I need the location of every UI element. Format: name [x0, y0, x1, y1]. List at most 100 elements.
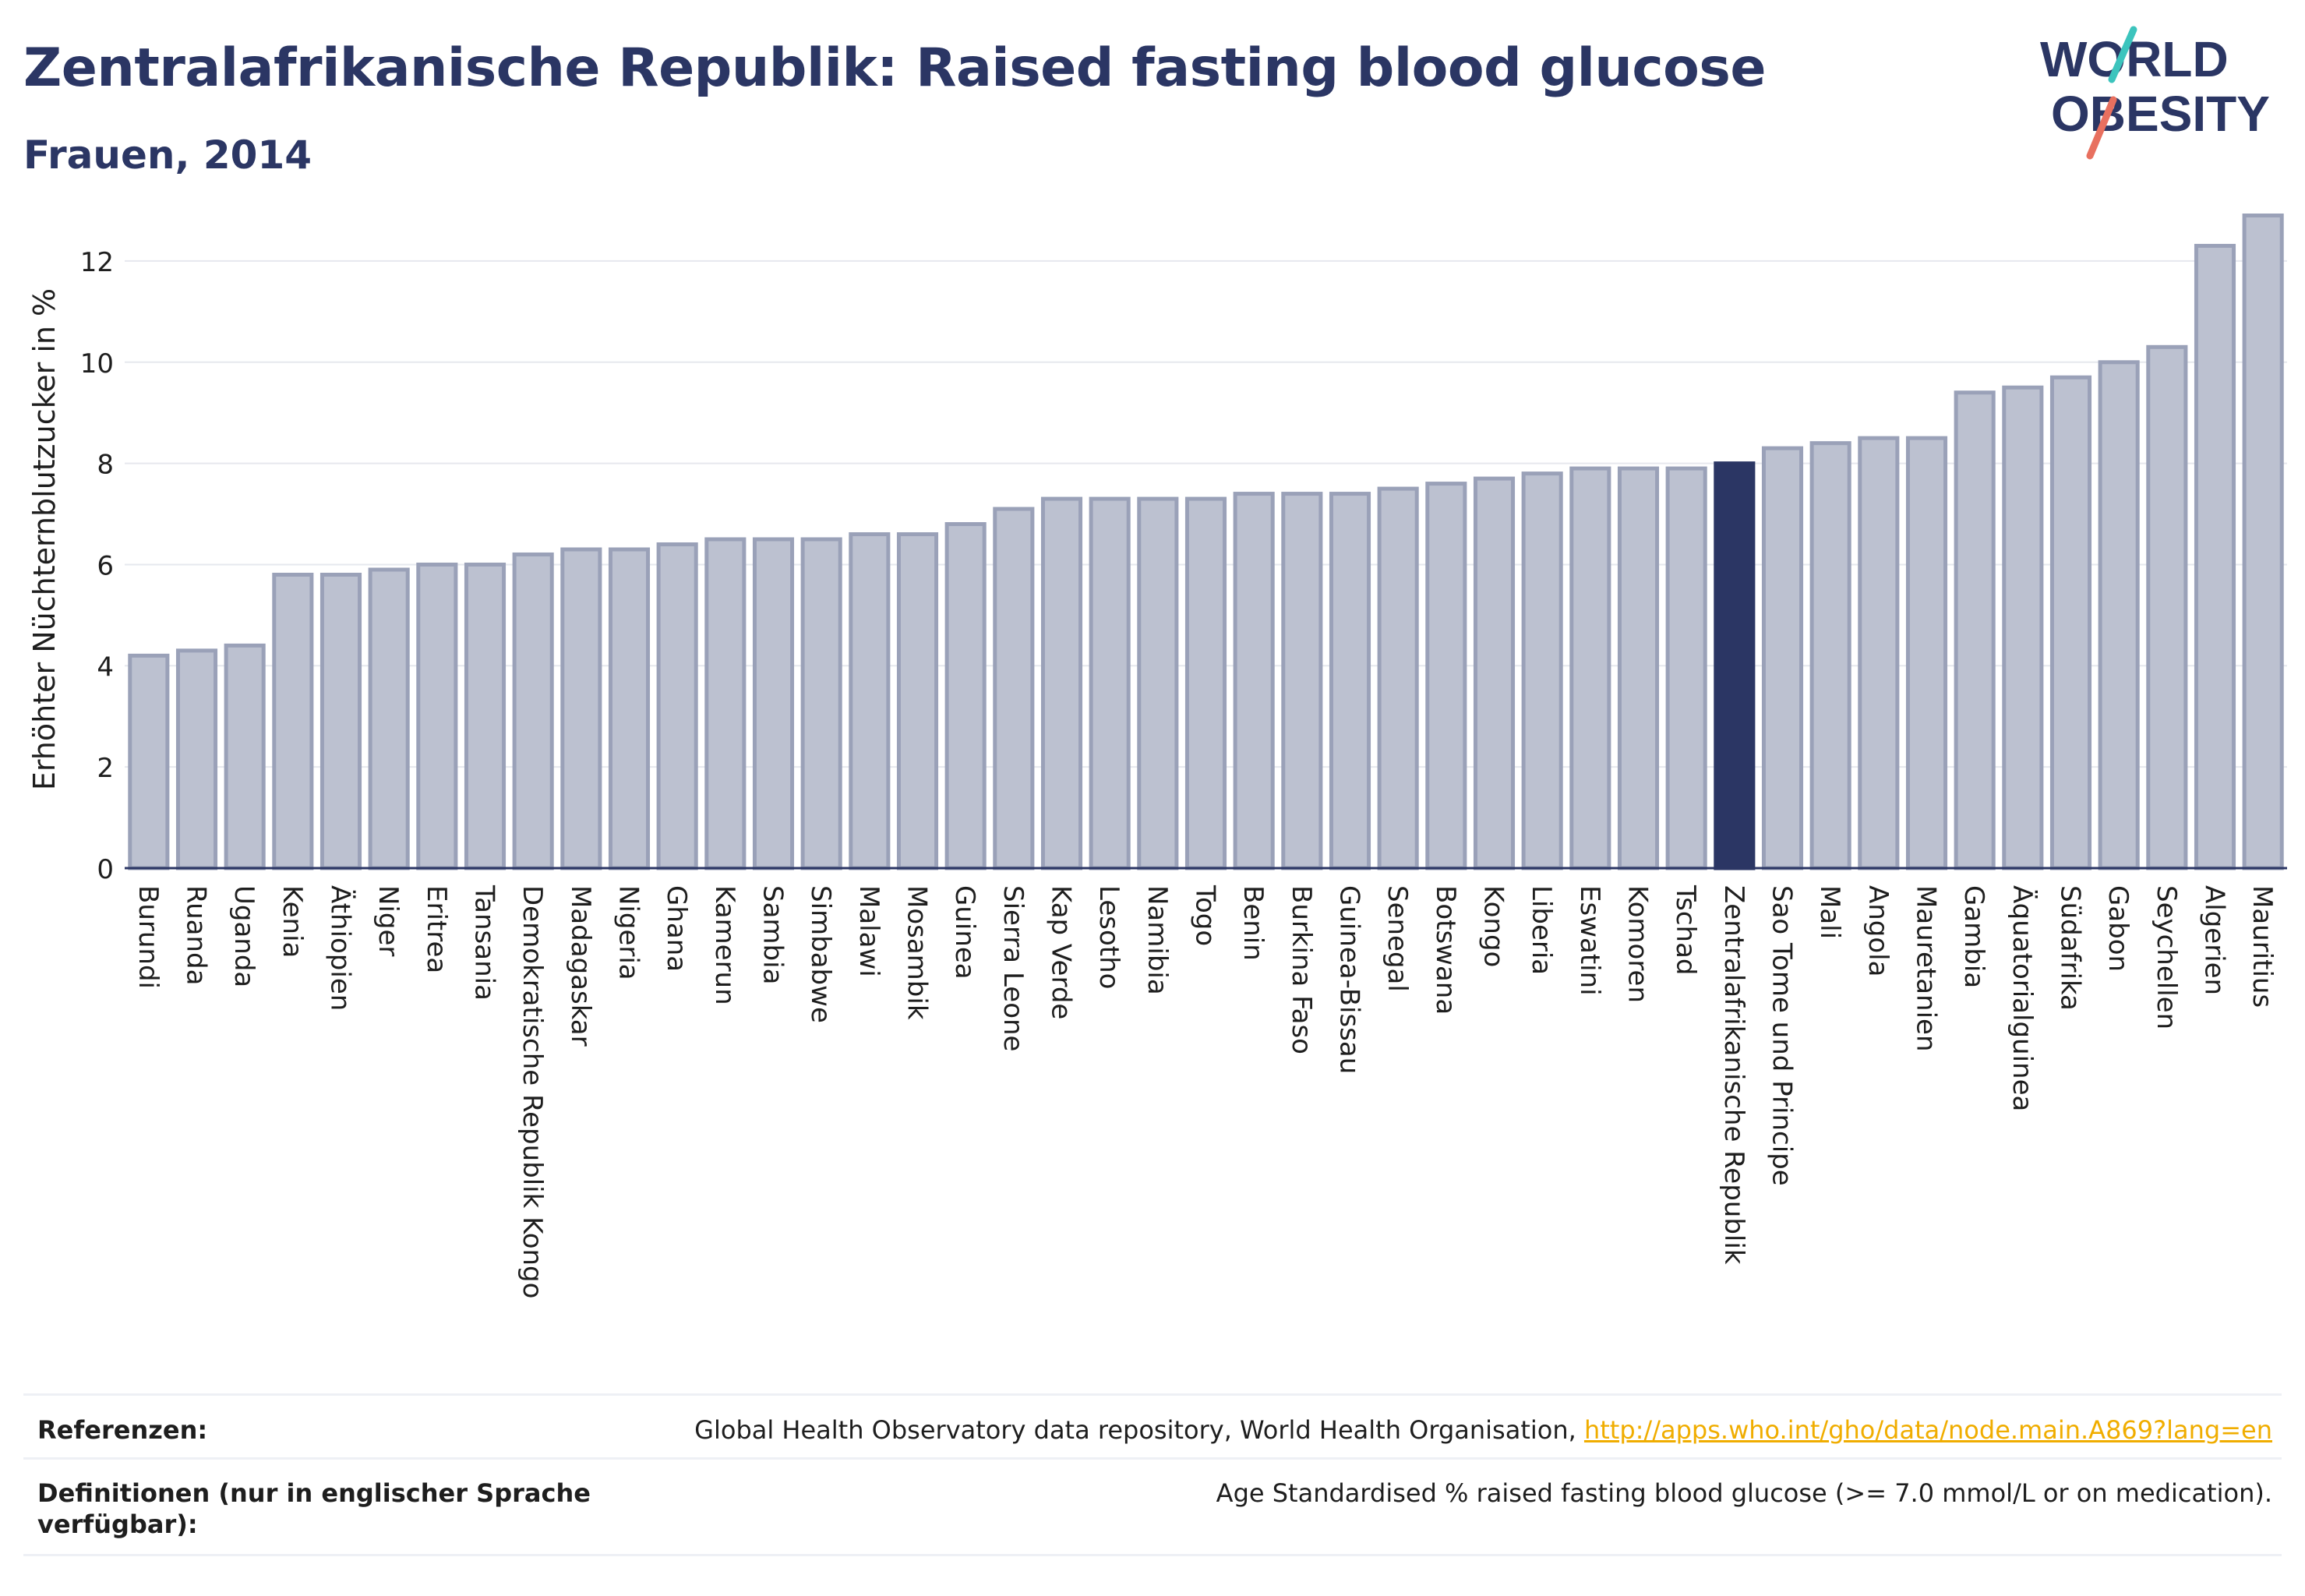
divider-bottom: [23, 1554, 2282, 1556]
x-tick-label: Eswatini: [1574, 885, 1605, 996]
x-tick-label: Kenia: [277, 885, 308, 958]
divider-middle: [23, 1457, 2282, 1460]
divider-top: [23, 1393, 2282, 1396]
x-tick-label: Liberia: [1526, 885, 1557, 975]
bar: [944, 522, 987, 870]
bar: [224, 643, 266, 870]
bar: [1233, 492, 1275, 870]
x-tick-label: Togo: [1190, 885, 1221, 946]
bar: [368, 567, 410, 870]
y-tick-label: 2: [97, 753, 114, 784]
logo-word-obesity: OBESITY: [2051, 86, 2270, 142]
logo-word-world: WORLD: [2040, 31, 2229, 87]
bar: [800, 537, 842, 870]
x-tick-label: Namibia: [1142, 885, 1173, 995]
definitions-label-line2: verfügbar):: [37, 1509, 198, 1539]
logo-slash-teal: [2108, 26, 2137, 83]
x-tick-label: Mosambik: [902, 885, 933, 1020]
references-label: Referenzen:: [37, 1415, 208, 1445]
bar: [608, 547, 651, 870]
y-axis-label: Erhöhter Nüchternblutzucker in %: [27, 288, 62, 790]
bar: [1569, 466, 1611, 870]
bar: [175, 648, 218, 870]
bar: [1617, 466, 1660, 870]
bar: [1329, 492, 1371, 870]
y-tick-label: 4: [97, 651, 114, 683]
x-tick-label: Madagaskar: [565, 885, 596, 1047]
bar: [272, 572, 314, 870]
x-tick-label: Ruanda: [181, 885, 212, 985]
bar: [704, 537, 747, 870]
definitions-label: Definitionen (nur in englischer Sprache v…: [37, 1478, 591, 1540]
y-tick-label: 12: [80, 247, 114, 278]
x-tick-label: Benin: [1237, 885, 1269, 961]
bar: [1473, 476, 1516, 870]
y-tick-label: 8: [97, 450, 114, 481]
x-tick-label: Seychellen: [2151, 885, 2182, 1029]
x-tick-label: Guinea-Bissau: [1334, 885, 1365, 1074]
bar: [1137, 496, 1179, 870]
definitions-label-line1: Definitionen (nur in englischer Sprache: [37, 1478, 591, 1508]
x-tick-label: Demokratische Republik Kongo: [517, 885, 548, 1298]
bar: [464, 562, 507, 870]
bars: [128, 213, 2284, 870]
bar: [319, 572, 362, 870]
bar: [1184, 496, 1227, 870]
bar: [1809, 441, 1851, 870]
x-tick-label: Uganda: [228, 885, 259, 987]
y-tick-label: 6: [97, 550, 114, 581]
definitions-text: Age Standardised % raised fasting blood …: [1216, 1478, 2272, 1508]
bar: [512, 552, 554, 870]
bar: [2098, 360, 2140, 870]
bar: [1089, 496, 1131, 870]
y-tick-labels: 0 2 4 6 8 10 12: [80, 247, 114, 885]
x-tick-label: Ghana: [661, 885, 692, 972]
bar: [1377, 486, 1419, 870]
bar: [1954, 390, 1996, 870]
x-tick-label: Botswana: [1430, 885, 1461, 1015]
bar: [1040, 496, 1083, 870]
x-tick-label: Mauritius: [2247, 885, 2278, 1008]
bar: [1858, 436, 1900, 870]
x-tick-label: Mauretanien: [1911, 885, 1942, 1052]
bar: [752, 537, 795, 870]
x-tick-label: Äthiopien: [325, 885, 356, 1011]
x-tick-label: Niger: [372, 885, 404, 956]
x-tick-label: Sierra Leone: [997, 885, 1029, 1051]
x-tick-label: Zentralafrikanische Republik: [1718, 885, 1749, 1265]
x-tick-label: Tschad: [1670, 885, 1701, 976]
bar: [1425, 482, 1467, 870]
bar: [896, 532, 939, 870]
x-tick-label: Äquatorialguinea: [2007, 885, 2038, 1111]
x-tick-labels: Burundi Ruanda Uganda Kenia Äthiopien Niger Er…: [132, 885, 2278, 1298]
x-tick-label: Sambia: [757, 885, 789, 984]
x-tick-label: Mali: [1814, 885, 1845, 939]
logo-slash-coral: [2086, 96, 2117, 160]
x-tick-label: Gabon: [2102, 885, 2134, 972]
y-tick-label: 10: [80, 348, 114, 380]
x-tick-label: Gambia: [1958, 885, 1989, 988]
x-tick-label: Malawi: [853, 885, 884, 977]
x-tick-label: Tansania: [469, 885, 500, 1001]
references-source: Global Health Observatory data repositor…: [694, 1415, 1584, 1445]
x-tick-label: Nigeria: [613, 885, 644, 980]
bar: [1281, 492, 1323, 870]
bar: [1521, 471, 1563, 870]
bar-highlighted: [1714, 461, 1756, 870]
bar: [1665, 466, 1707, 870]
x-tick-label: Senegal: [1382, 885, 1413, 992]
world-obesity-logo: WORLD OBESITY: [2040, 26, 2270, 160]
x-tick-label: Simbabwe: [805, 885, 836, 1023]
bar: [416, 562, 458, 870]
x-tick-label: Eritrea: [421, 885, 452, 973]
chart-title: Zentralafrikanische Republik: Raised fas…: [23, 37, 1766, 99]
x-tick-label: Lesotho: [1093, 885, 1124, 989]
references-value: Global Health Observatory data repositor…: [694, 1414, 2272, 1446]
x-tick-label: Guinea: [949, 885, 980, 980]
x-tick-label: Algerien: [2199, 885, 2230, 995]
bar: [1761, 446, 1804, 870]
bar: [2146, 344, 2188, 870]
references-link[interactable]: http://apps.who.int/gho/data/node.main.A…: [1583, 1415, 2272, 1445]
y-tick-label: 0: [97, 854, 114, 885]
bar: [2049, 375, 2092, 870]
